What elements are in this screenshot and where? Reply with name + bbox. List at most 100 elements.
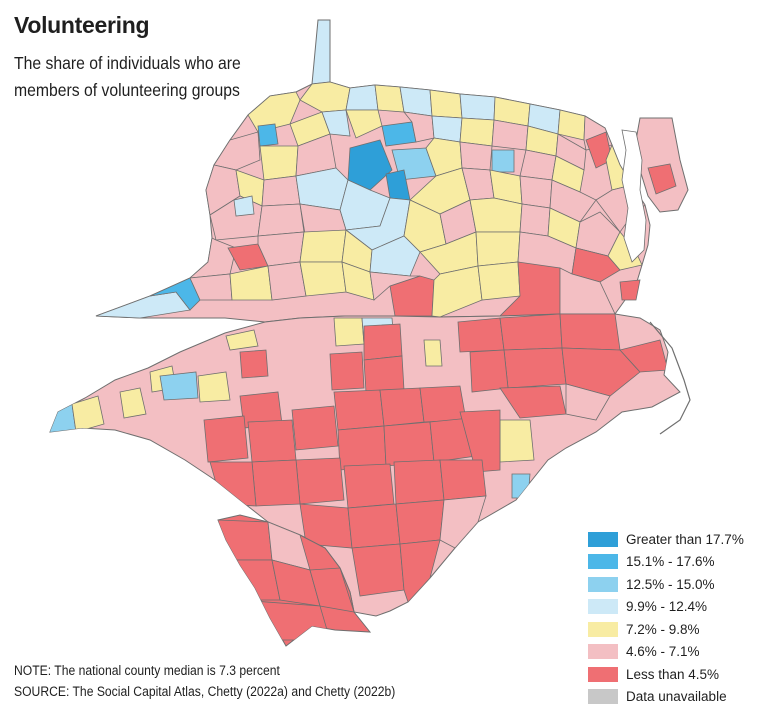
county [459, 141, 493, 171]
legend-swatch [588, 666, 618, 682]
county [383, 421, 435, 467]
county [291, 405, 339, 451]
county [403, 111, 435, 143]
county [337, 425, 387, 471]
county [159, 371, 199, 401]
county [369, 271, 421, 301]
state-shape-wv-panhandle [311, 19, 331, 85]
county [257, 203, 305, 237]
county [251, 459, 301, 507]
county [345, 84, 379, 111]
legend-item: 4.6% - 7.1% [588, 641, 768, 664]
county [459, 409, 501, 473]
county [347, 503, 401, 549]
county [499, 419, 535, 463]
county [469, 197, 523, 233]
county [399, 539, 441, 603]
legend-swatch [588, 554, 618, 570]
county [363, 323, 403, 361]
county [419, 385, 467, 423]
legend-label: Greater than 17.7% [626, 531, 744, 547]
county [519, 175, 553, 209]
map-subtitle: The share of individuals who are members… [14, 53, 241, 100]
county [519, 203, 551, 237]
county [491, 149, 515, 173]
county [225, 559, 281, 601]
county [218, 519, 273, 561]
county [267, 261, 307, 301]
legend-item: Greater than 17.7% [588, 528, 768, 551]
county [374, 84, 405, 113]
county [561, 347, 641, 397]
legend-swatch [588, 576, 618, 592]
county [363, 355, 405, 393]
county [429, 89, 463, 119]
legend-item: 7.2% - 9.8% [588, 618, 768, 641]
county [257, 123, 279, 147]
county [225, 329, 259, 351]
virginia-region [95, 19, 689, 323]
county [565, 383, 611, 421]
county [203, 415, 249, 463]
county [239, 349, 269, 379]
county [295, 167, 349, 211]
county [233, 195, 255, 217]
legend-label: Data unavailable [626, 689, 727, 705]
county [299, 261, 347, 297]
county [379, 387, 425, 427]
county [477, 261, 521, 301]
note-text: NOTE: The national county median is 7.3 … [14, 663, 280, 678]
county [499, 314, 563, 351]
county [295, 457, 345, 505]
county [259, 145, 299, 181]
county [309, 567, 355, 613]
legend-label: Less than 4.5% [626, 666, 720, 682]
county [351, 543, 405, 597]
county [469, 349, 509, 393]
legend-swatch [588, 531, 618, 547]
chesapeake-bay [621, 129, 647, 263]
county [619, 279, 641, 301]
county [381, 121, 417, 147]
legend-swatch [588, 644, 618, 660]
county [423, 339, 443, 367]
county [399, 86, 433, 117]
legend-label: 9.9% - 12.4% [626, 599, 708, 615]
legend-label: 15.1% - 17.6% [626, 554, 715, 570]
legend-item: 9.9% - 12.4% [588, 596, 768, 619]
county [559, 267, 616, 315]
county [149, 277, 201, 311]
county [197, 371, 231, 403]
legend-swatch [588, 689, 618, 705]
county [71, 395, 105, 433]
map-title: Volunteering [14, 12, 150, 38]
county [347, 139, 393, 191]
county [393, 459, 445, 505]
legend-label: 7.2% - 9.8% [626, 621, 700, 637]
legend-item: Less than 4.5% [588, 663, 768, 686]
county [247, 419, 297, 463]
county [549, 179, 597, 223]
county [345, 109, 383, 139]
county [239, 599, 331, 641]
county [439, 495, 487, 549]
county [119, 387, 147, 419]
outer-banks [649, 321, 691, 435]
county [459, 93, 496, 121]
county [343, 463, 395, 509]
legend-item: Data unavailable [588, 686, 768, 709]
county [439, 459, 487, 501]
county [475, 231, 521, 267]
county [333, 389, 385, 431]
county [321, 109, 351, 137]
county [333, 317, 365, 347]
state-shape-delmarva [635, 117, 689, 213]
footnote: NOTE: The national county median is 7.3 … [14, 660, 395, 702]
map-legend: Greater than 17.7% 15.1% - 17.6% 12.5% -… [588, 528, 768, 708]
north-carolina-region [49, 313, 691, 617]
legend-label: 12.5% - 15.0% [626, 576, 715, 592]
county [457, 317, 505, 353]
county [503, 347, 567, 389]
county [559, 314, 621, 351]
